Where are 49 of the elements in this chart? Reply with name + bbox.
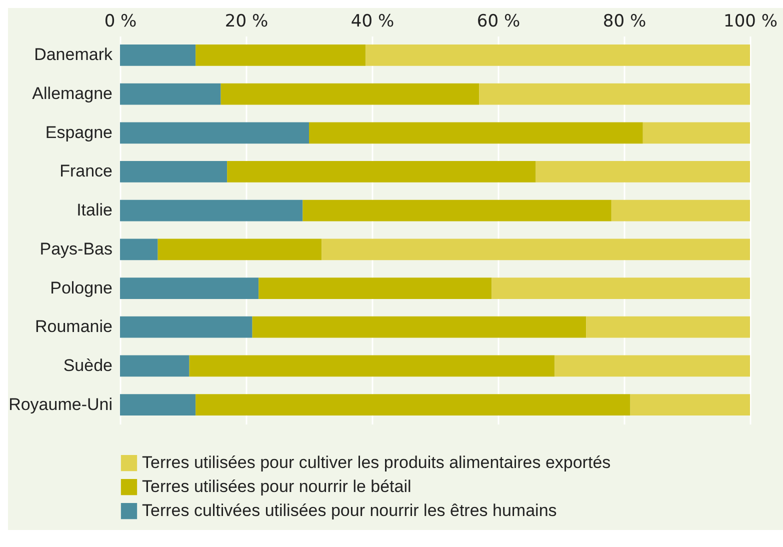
bar — [196, 44, 366, 66]
bar — [120, 238, 158, 260]
bar — [554, 355, 750, 377]
bar — [120, 122, 309, 144]
y-tick-label: Roumanie — [35, 317, 112, 336]
y-tick-label: Suède — [63, 356, 112, 375]
bar — [630, 394, 750, 416]
legend-label: Terres utilisées pour nourrir le bétail — [142, 477, 412, 496]
x-tick-label: 40 % — [350, 12, 394, 32]
bar — [196, 394, 630, 416]
x-tick-label: 0 % — [104, 12, 137, 32]
bar — [479, 83, 750, 105]
bar — [309, 122, 643, 144]
y-tick-label: France — [60, 162, 112, 181]
y-tick-label: Espagne — [45, 122, 112, 142]
bar — [322, 238, 750, 260]
y-tick-label: Royaume-Uni — [8, 394, 112, 414]
bar — [120, 278, 259, 299]
x-tick-label: 80 % — [602, 12, 646, 32]
bar — [258, 278, 492, 299]
bar — [302, 200, 612, 222]
y-tick-label: Italie — [76, 200, 112, 220]
x-tick-label: 100 % — [723, 12, 778, 32]
x-tick-label: 20 % — [224, 12, 268, 32]
bar — [120, 161, 228, 182]
bar — [611, 200, 750, 222]
bar — [586, 316, 750, 338]
bar — [158, 238, 322, 260]
bar — [492, 278, 750, 299]
y-tick-label: Danemark — [34, 45, 113, 64]
bar — [220, 83, 480, 105]
legend-label: Terres cultivées utilisées pour nourrir les êtres humains — [142, 501, 557, 520]
x-tick-label: 60 % — [476, 12, 520, 32]
y-tick-label: Pologne — [50, 278, 112, 298]
bar — [120, 44, 196, 66]
bar — [120, 83, 221, 105]
legend-label: Terres utilisées pour cultiver les produits alimentaires exportés — [142, 453, 611, 472]
bar — [120, 394, 196, 416]
bar — [227, 161, 536, 182]
bar — [366, 44, 750, 66]
bar — [536, 161, 750, 182]
y-tick-label: Pays-Bas — [40, 239, 112, 258]
bar — [120, 355, 190, 377]
bar — [252, 316, 586, 338]
bar — [642, 122, 750, 144]
bar — [189, 355, 555, 377]
bar — [120, 200, 303, 222]
y-tick-label: Allemagne — [32, 84, 112, 104]
bar — [120, 316, 252, 338]
